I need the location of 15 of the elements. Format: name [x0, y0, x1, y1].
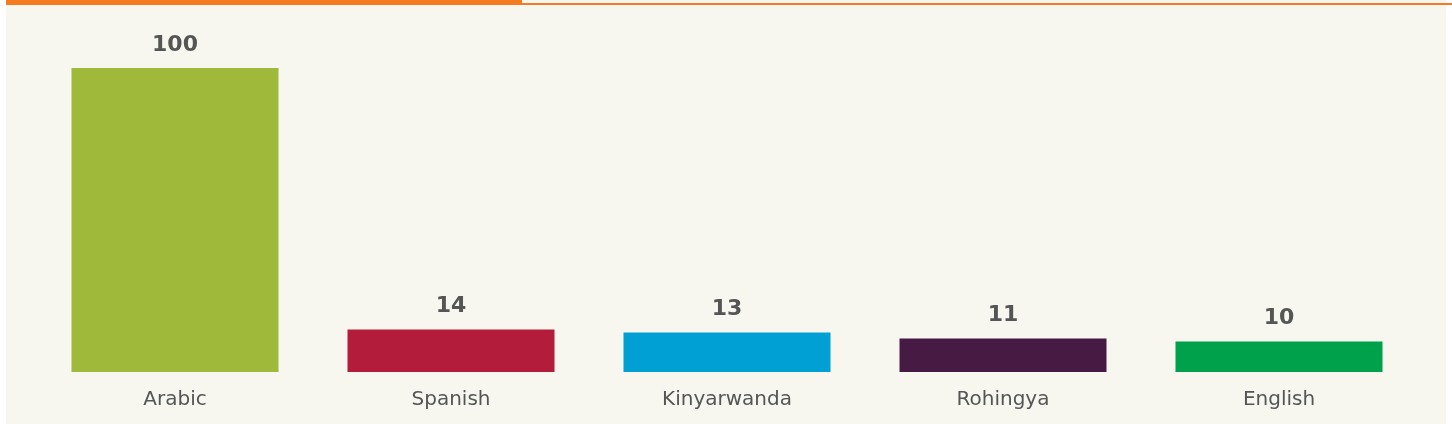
x-tick-label: English: [1242, 386, 1316, 410]
bar: [1175, 341, 1383, 372]
data-label: 100: [152, 30, 198, 56]
bar: [347, 329, 555, 372]
x-tick-label: Spanish: [411, 386, 491, 410]
bar: [71, 68, 279, 372]
data-label: 10: [1263, 304, 1295, 330]
data-label: 13: [711, 294, 743, 320]
data-label: 14: [435, 291, 467, 317]
x-tick-label: Rohingya: [956, 386, 1050, 410]
bar: [899, 338, 1107, 372]
x-tick-label: Arabic: [143, 386, 207, 410]
x-tick-label: Kinyarwanda: [662, 386, 792, 410]
data-label: 11: [987, 301, 1019, 327]
bar: [623, 332, 831, 372]
